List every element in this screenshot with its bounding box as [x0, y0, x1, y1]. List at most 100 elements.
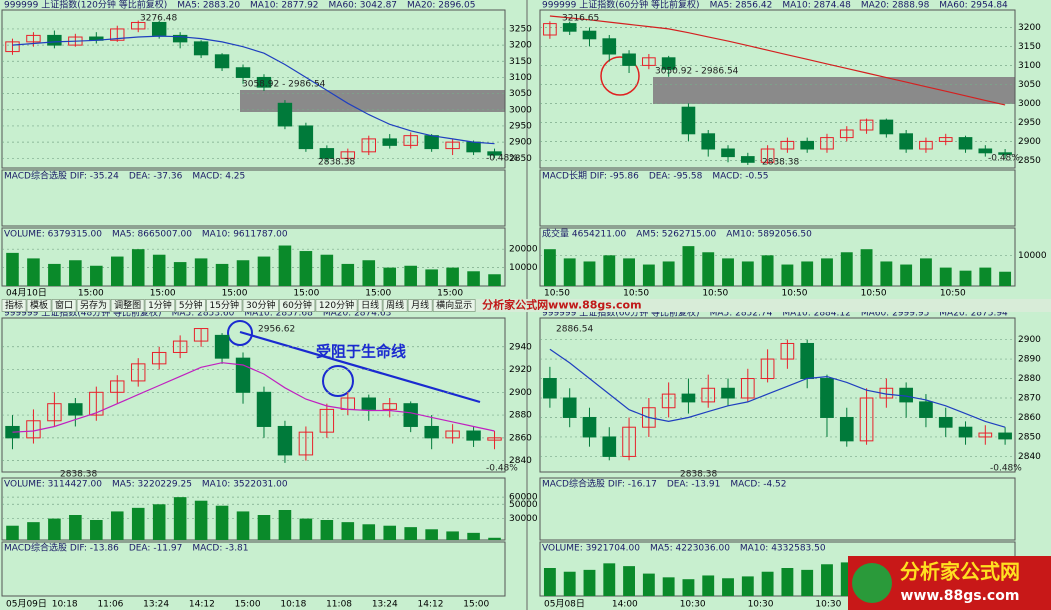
candle-body	[582, 416, 597, 438]
toolbar-tab[interactable]: 120分钟	[319, 299, 354, 311]
toolbar-tab[interactable]: 横向显示	[436, 299, 472, 311]
toolbar-tab[interactable]: 调整图	[114, 299, 141, 311]
toolbar-tab-box	[1, 299, 27, 312]
candle-body	[919, 140, 933, 150]
toolbar-tab-box	[51, 299, 77, 312]
volume-bar	[682, 246, 695, 286]
panel-label: DEA: -37.36	[129, 172, 183, 182]
logo-url: www.88gs.com	[901, 588, 1020, 604]
y-tick-label: 3150	[509, 57, 532, 67]
panel-frame	[1, 227, 506, 287]
volume-bar	[48, 263, 61, 286]
panel-label: MA10: 2877.92	[250, 1, 318, 11]
volume-bar	[152, 254, 166, 286]
toolbar-tab-box	[110, 299, 145, 312]
annotation: 2838.38	[60, 470, 97, 480]
toolbar-tab[interactable]: 指标	[5, 299, 23, 311]
panel-label: MA5: 8665007.00	[112, 230, 192, 240]
toolbar-tab[interactable]: 周线	[386, 299, 404, 311]
candle-body	[466, 430, 481, 441]
toolbar-tab-box	[315, 299, 358, 312]
toolbar-tab-box	[432, 299, 476, 312]
volume-bar	[702, 575, 715, 596]
volume-bar	[299, 518, 313, 540]
toolbar-tab-box	[242, 299, 279, 312]
volume-bar	[939, 267, 952, 286]
x-tick-label: 11:08	[326, 600, 352, 610]
annotation: 2838.38	[762, 158, 799, 168]
volume-bar	[840, 252, 853, 286]
toolbar-tab[interactable]: 模板	[30, 299, 48, 311]
toolbar-tab[interactable]: 30分钟	[246, 299, 275, 311]
candle-body	[151, 21, 167, 36]
x-tick-label: 10:50	[940, 289, 966, 299]
candle-body	[938, 416, 953, 428]
toolbar-tab[interactable]: 15分钟	[210, 299, 239, 311]
panel-label: DEA: -11.97	[129, 544, 183, 554]
toolbar-tab[interactable]: 1分钟	[148, 299, 172, 311]
volume-bar	[48, 518, 61, 540]
candle-body	[298, 431, 314, 456]
candle-body	[193, 41, 209, 56]
toolbar-tab[interactable]: 月线	[411, 299, 429, 311]
candle-body	[487, 437, 502, 441]
toolbar-tab[interactable]: 5分钟	[179, 299, 203, 311]
x-tick-label: 15:00	[463, 600, 489, 610]
candle-body	[172, 34, 188, 43]
panel-label: MACD综合选股 DIF: -16.17	[542, 478, 657, 490]
candle-body	[780, 140, 795, 150]
panel-label: VOLUME: 3114427.00	[4, 480, 102, 490]
volume-bar	[860, 249, 873, 286]
panel-frame	[1, 9, 506, 169]
volume-bar	[781, 264, 794, 286]
toolbar-tab-box	[279, 299, 316, 312]
volume-bar	[583, 261, 596, 286]
volume-bar	[404, 265, 417, 286]
x-tick-label: 13:24	[372, 600, 398, 610]
volume-bar	[467, 271, 480, 286]
y-tick-label: 3150	[1018, 42, 1041, 52]
y-tick-label: 2840	[1018, 452, 1041, 462]
candle-body	[277, 425, 293, 456]
panel-label: DEA: -95.58	[649, 172, 703, 182]
annotation: 2838.38	[318, 158, 355, 168]
panel-frame	[539, 477, 1016, 541]
toolbar-tab-box	[206, 299, 243, 312]
watermark: 分析家公式网www.88gs.com	[482, 298, 641, 312]
candle-body	[839, 416, 854, 442]
toolbar-tab[interactable]: 日线	[361, 299, 379, 311]
volume-bar	[173, 262, 187, 286]
candle-body	[681, 393, 696, 403]
y-tick-label: 2890	[1018, 355, 1041, 365]
panel-label: MA5: 2852.74	[710, 309, 773, 319]
candle-body	[424, 135, 439, 150]
panel-label: MA20: 2888.98	[861, 1, 930, 11]
candle-body	[89, 391, 104, 416]
volume-bar	[320, 520, 334, 540]
volume-bar	[682, 579, 695, 596]
ma-line	[549, 348, 1006, 428]
y-tick-label: 2850	[1018, 432, 1041, 442]
panel-label: MA5: 2883.20	[177, 1, 240, 11]
toolbar-tab[interactable]: 窗口	[55, 299, 73, 311]
x-tick-label: 10:30	[815, 600, 841, 610]
x-tick-label: 05月09日	[6, 599, 47, 610]
candle-body	[214, 334, 230, 359]
toolbar-tab[interactable]: 60分钟	[282, 299, 311, 311]
candle-body	[582, 30, 597, 40]
y-tick-label: 2920	[509, 365, 532, 375]
candle-body	[602, 38, 617, 55]
logo-name: 分析家公式网	[900, 560, 1020, 584]
x-tick-label: 15:00	[293, 289, 319, 299]
volume-bar	[979, 267, 992, 286]
candle-body	[543, 23, 557, 36]
resistance-zone	[240, 90, 505, 112]
y-tick-label: 50000	[509, 500, 538, 510]
candle-body	[151, 351, 167, 365]
toolbar-tab[interactable]: 另存为	[80, 299, 107, 311]
y-tick-label: 2880	[1018, 374, 1041, 384]
candle-body	[879, 119, 894, 135]
y-tick-label: 60000	[509, 493, 538, 503]
x-tick-label: 14:12	[189, 600, 215, 610]
volume-bar	[761, 255, 774, 286]
